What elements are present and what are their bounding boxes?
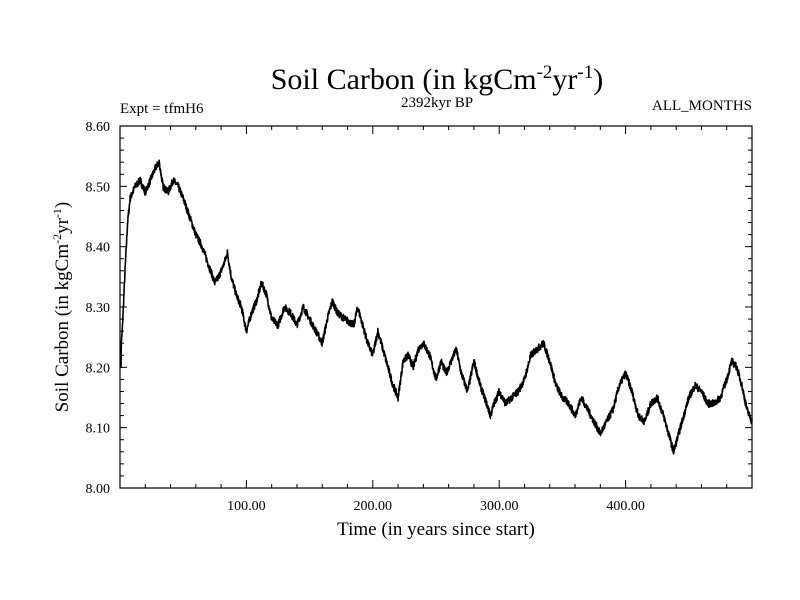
experiment-label: Expt = tfmH6	[120, 101, 204, 117]
y-tick-label: 8.20	[86, 361, 111, 376]
y-tick-label: 8.30	[86, 301, 111, 316]
chart-title: Soil Carbon (in kgCm-2yr-1)	[271, 62, 604, 96]
y-tick-label: 8.10	[86, 422, 111, 437]
x-axis: 100.00 200.00 300.00 400.00	[144, 126, 728, 514]
x-tick-label: 300.00	[480, 499, 519, 514]
y-axis: 8.00 8.10 8.20 8.30 8.40 8.50 8.60	[86, 120, 752, 497]
y-tick-label: 8.60	[86, 120, 111, 135]
y-tick-label: 8.00	[86, 482, 111, 497]
x-tick-label: 400.00	[606, 499, 645, 514]
period-label: 2392kyr BP	[401, 95, 473, 111]
series-line-soil-carbon	[119, 159, 753, 455]
series-layer	[119, 159, 753, 455]
y-tick-label: 8.50	[86, 180, 111, 195]
x-axis-label: Time (in years since start)	[337, 519, 535, 540]
y-axis-label: Soil Carbon (in kgCm-2yr-1)	[50, 202, 73, 413]
x-tick-label: 100.00	[227, 499, 266, 514]
plot-frame	[119, 125, 753, 489]
x-tick-label: 200.00	[354, 499, 393, 514]
y-tick-label: 8.40	[86, 241, 111, 256]
months-label: ALL_MONTHS	[652, 98, 752, 114]
